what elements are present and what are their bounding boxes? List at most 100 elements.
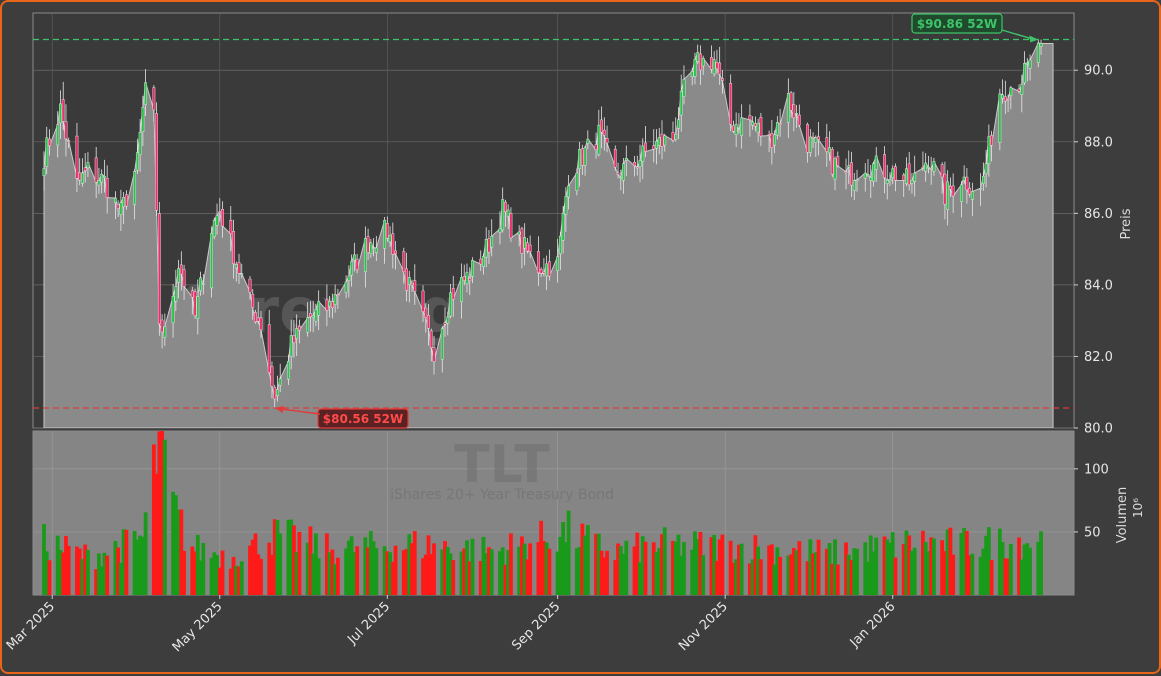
candle-body-up	[407, 277, 411, 285]
volume-bar-down	[182, 550, 186, 595]
volume-bar-down	[503, 564, 508, 595]
volume-bar-up	[121, 529, 126, 595]
candle	[410, 279, 414, 292]
low-annotation: $80.56 52W	[274, 405, 409, 429]
volume-bar-down	[66, 545, 71, 595]
candle	[256, 301, 260, 324]
volume-bar-up	[1025, 543, 1030, 595]
candle-body-up	[196, 296, 200, 319]
volume-bar-down	[791, 548, 796, 595]
volume-bar-up	[984, 535, 989, 595]
volume-bar-down	[769, 544, 774, 595]
candle-body-up	[100, 173, 104, 183]
candle-body-down	[968, 187, 972, 195]
candle-body-up	[201, 283, 205, 285]
price-tick-label: 90.0	[1084, 64, 1113, 79]
candle	[836, 151, 840, 168]
volume-bar-up	[1039, 531, 1043, 595]
candle	[948, 177, 952, 197]
candle	[619, 169, 623, 191]
candle-body-up	[215, 215, 219, 226]
candle-body-down	[270, 366, 274, 387]
candle	[583, 145, 587, 176]
candle-body-up	[847, 165, 851, 168]
volume-bar-up	[577, 547, 582, 595]
volume-bar-up	[327, 552, 332, 595]
volume-bar-down	[105, 555, 110, 595]
candle	[575, 168, 579, 196]
volume-bar-down	[849, 559, 854, 595]
volume-bar-down	[844, 542, 848, 595]
volume-bar-up	[102, 552, 107, 595]
candle	[894, 163, 897, 192]
candle-body-up	[869, 177, 873, 181]
candle	[248, 275, 252, 300]
candle-body-up	[674, 133, 678, 140]
candle	[133, 169, 137, 220]
volume-bar-down	[77, 548, 82, 595]
candle-body-down	[542, 271, 546, 274]
candle	[962, 165, 966, 185]
candle	[902, 172, 906, 197]
candle	[580, 144, 584, 175]
candle-body-down	[767, 134, 771, 136]
candle-body-down	[273, 386, 277, 400]
candle-body-down	[710, 57, 713, 70]
candle-body-down	[355, 258, 359, 270]
candle-body-down	[462, 276, 466, 281]
price-tick-label: 82.0	[1084, 350, 1113, 365]
candle-body-down	[797, 114, 801, 126]
candle-body-down	[413, 280, 417, 292]
volume-bar-up	[885, 539, 890, 595]
candle-body-down	[770, 133, 774, 148]
volume-bar-up	[118, 562, 123, 595]
candle	[391, 222, 395, 269]
candle-body-up	[449, 292, 452, 317]
candle	[413, 264, 417, 305]
volume-bar-down	[525, 559, 530, 595]
candle-body-up	[440, 328, 444, 360]
volume-bar-down	[967, 555, 972, 595]
candle-body-up	[388, 234, 392, 243]
candle-body-down	[504, 201, 507, 212]
candle-body-up	[295, 328, 299, 339]
volume-bar-up	[140, 536, 145, 595]
candle	[374, 235, 378, 261]
volume-bar-down	[635, 532, 640, 595]
volume-bar-down	[478, 560, 483, 595]
candle	[273, 384, 277, 408]
volume-bar-up	[171, 491, 175, 595]
candle-body-down	[580, 148, 584, 166]
volume-bar-up	[316, 558, 321, 595]
volume-bar-up	[772, 564, 777, 595]
candle-body-down	[221, 209, 224, 227]
candle-body-up	[575, 172, 579, 191]
volume-bar-down	[811, 553, 815, 595]
volume-bar-down	[355, 546, 360, 595]
candle	[385, 216, 389, 242]
candle-body-down	[836, 156, 840, 167]
candle-body-down	[432, 347, 436, 362]
candle-body-up	[42, 168, 46, 176]
candle-body-up	[693, 59, 697, 77]
candle-body-up	[347, 275, 351, 281]
volume-bar-down	[660, 534, 664, 595]
candle	[421, 285, 425, 322]
volume-bar-down	[830, 563, 835, 595]
candle-body-up	[984, 163, 988, 175]
candle-body-down	[699, 53, 702, 71]
volume-bar-up	[1022, 544, 1027, 595]
candle	[852, 172, 856, 200]
candle-body-up	[872, 163, 875, 182]
volume-bar-down	[61, 552, 66, 595]
candle	[943, 161, 947, 220]
volume-bar-down	[220, 550, 225, 595]
candle-body-up	[913, 172, 917, 182]
candle	[883, 146, 886, 194]
volume-bar-down	[613, 560, 618, 595]
volume-bar-down	[94, 569, 99, 595]
volume-bar-up	[363, 537, 368, 595]
volume-bar-up	[162, 439, 167, 595]
candle-body-up	[828, 147, 831, 154]
candle-body-up	[775, 122, 779, 136]
